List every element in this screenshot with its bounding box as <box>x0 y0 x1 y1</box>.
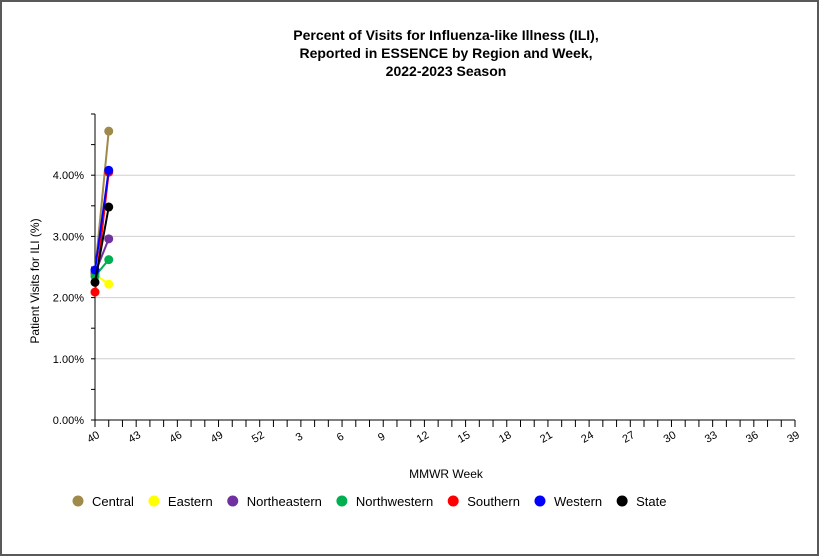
legend-marker-western <box>534 495 546 507</box>
axes: 0.00%1.00%2.00%3.00%4.00%40 43 46 49 52 3 6 9 12… <box>53 113 802 446</box>
data-point-state <box>90 277 100 287</box>
chart-title-line-1: Percent of Visits for Influenza-like Ill… <box>293 27 598 43</box>
legend-marker-northwestern <box>336 495 348 507</box>
x-tick-label: 3 <box>294 431 305 444</box>
legend-marker-state <box>616 495 628 507</box>
y-tick-label: 0.00% <box>53 415 84 427</box>
legend-marker-central <box>72 495 84 507</box>
legend-label-state: State <box>636 494 666 509</box>
data-point-central <box>104 126 114 136</box>
y-tick-label: 1.00% <box>53 354 84 366</box>
legend-label-northwestern: Northwestern <box>356 494 433 509</box>
x-tick-label: 49 <box>209 429 226 446</box>
legend-marker-eastern <box>148 495 160 507</box>
x-tick-label: 18 <box>497 429 514 446</box>
x-tick-label: 39 <box>785 429 802 446</box>
data-point-western <box>104 165 114 175</box>
series-line-state <box>94 206 110 283</box>
x-tick-label: 21 <box>538 429 555 446</box>
data-point-northeastern <box>104 234 114 244</box>
legend: Central Eastern Northeastern Northwestern So… <box>72 494 667 509</box>
x-tick-label: 30 <box>662 429 679 446</box>
y-tick-label: 4.00% <box>53 170 84 182</box>
chart-title-line-2: Reported in ESSENCE by Region and Week, <box>299 45 592 61</box>
legend-label-southern: Southern <box>467 494 520 509</box>
y-axis-title: Patient Visits for ILI (%) <box>28 218 42 343</box>
series-lines <box>90 126 114 297</box>
x-tick-label: 46 <box>168 429 185 446</box>
data-point-state <box>104 202 114 212</box>
x-tick-label: 52 <box>250 429 267 446</box>
x-tick-label: 6 <box>335 431 346 444</box>
x-tick-label: 33 <box>703 429 720 446</box>
x-tick-label: 27 <box>620 429 637 446</box>
legend-label-central: Central <box>92 494 134 509</box>
x-tick-label: 15 <box>456 429 473 446</box>
legend-label-eastern: Eastern <box>168 494 213 509</box>
legend-marker-southern <box>447 495 459 507</box>
x-tick-label: 40 <box>85 429 102 446</box>
x-axis-title: MMWR Week <box>409 467 484 481</box>
grid-lines <box>95 174 795 360</box>
x-tick-label: 36 <box>744 429 761 446</box>
series-line-western <box>94 170 110 271</box>
x-tick-label: 24 <box>579 429 596 446</box>
y-tick-label: 2.00% <box>53 293 84 305</box>
chart-title-line-3: 2022-2023 Season <box>386 63 507 79</box>
x-tick-label: 43 <box>126 429 143 446</box>
data-point-eastern <box>104 279 114 289</box>
x-tick-label: 12 <box>415 429 432 446</box>
legend-marker-northeastern <box>227 495 239 507</box>
legend-label-northeastern: Northeastern <box>247 494 322 509</box>
x-tick-label: 9 <box>376 431 387 444</box>
y-tick-label: 3.00% <box>53 231 84 243</box>
data-point-northwestern <box>104 255 114 265</box>
data-point-southern <box>90 287 100 297</box>
legend-label-western: Western <box>554 494 602 509</box>
